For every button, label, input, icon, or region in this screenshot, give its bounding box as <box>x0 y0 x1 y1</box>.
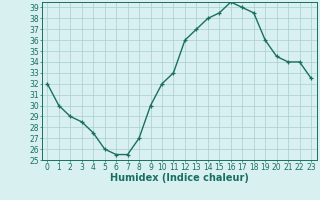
X-axis label: Humidex (Indice chaleur): Humidex (Indice chaleur) <box>110 173 249 183</box>
